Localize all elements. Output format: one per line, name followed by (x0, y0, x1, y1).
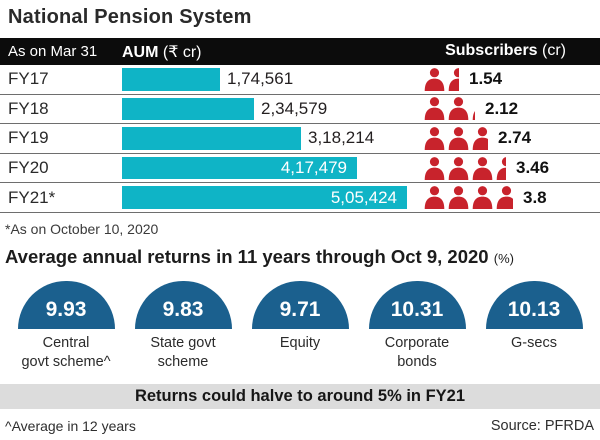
year-label: FY20 (8, 158, 49, 178)
year-label: FY19 (8, 128, 49, 148)
returns-item: 9.93 Central govt scheme^ (10, 281, 122, 372)
subscriber-count: 1.54 (469, 69, 503, 89)
aum-bar (122, 186, 407, 209)
person-partial-icon (472, 127, 488, 150)
aum-value: 4,17,479 (280, 158, 347, 178)
header-as-on-date: As on Mar 31 (8, 43, 98, 60)
warning-banner: Returns could halve to around 5% in FY21 (0, 384, 600, 409)
scheme-label: Central govt scheme^ (21, 335, 111, 370)
subscriber-icons: 3.8 (424, 183, 547, 212)
returns-domes: 9.93 Central govt scheme^ 9.83 State govt s… (0, 281, 600, 372)
aum-bar (122, 68, 220, 91)
person-icon (472, 186, 493, 210)
returns-item: 10.13 G-secs (478, 281, 590, 372)
table-row: FY18 2,34,579 2.12 (0, 95, 600, 125)
person-icon (424, 67, 445, 91)
person-icon (448, 97, 469, 121)
aum-bar (122, 156, 357, 180)
aum-bar (122, 97, 254, 121)
warning-banner-text: Returns could halve to around 5% in FY21 (134, 387, 466, 405)
subscriber-icons: 3.46 (424, 154, 549, 183)
table-row: FY17 1,74,561 1.54 (0, 65, 600, 95)
header-aum: AUM (₹ cr) (122, 44, 202, 61)
dome-shape: 10.13 (485, 281, 583, 329)
subscriber-count: 2.74 (498, 128, 532, 148)
year-label: FY21* (8, 187, 56, 207)
person-partial-icon (496, 186, 513, 210)
scheme-label: Corporate bonds (384, 335, 450, 370)
table-footnote: *As on October 10, 2020 (5, 221, 159, 237)
source-credit: Source: PFRDA (490, 418, 594, 434)
scheme-label: State govt scheme (150, 335, 216, 370)
aum-value: 2,34,579 (261, 98, 328, 118)
person-partial-icon (448, 67, 459, 91)
person-icon (424, 186, 445, 210)
footer: ^Average in 12 years Source: PFRDA (0, 416, 600, 438)
scheme-label: G-secs (511, 335, 557, 351)
person-icon (424, 97, 445, 121)
person-partial-icon (472, 97, 475, 121)
subscriber-icons: 2.74 (424, 124, 531, 153)
header-subscribers: Subscribers (cr) (445, 42, 566, 59)
subscriber-count: 3.8 (523, 187, 547, 207)
dome-shape: 9.93 (17, 281, 115, 329)
returns-item: 10.31 Corporate bonds (361, 281, 473, 372)
subscriber-count: 3.46 (516, 158, 550, 178)
percent-unit: (%) (493, 251, 514, 266)
return-value: 9.83 (162, 298, 204, 321)
aum-value: 3,18,214 (308, 128, 375, 148)
return-value: 10.13 (507, 298, 561, 321)
footnote-average: ^Average in 12 years (5, 418, 136, 434)
scheme-label: Equity (279, 335, 321, 351)
return-value: 9.93 (45, 298, 87, 321)
person-icon (448, 156, 469, 180)
dome-shape: 10.31 (368, 281, 466, 329)
person-icon (472, 156, 493, 180)
dome-shape: 9.71 (251, 281, 349, 329)
table-row: FY20 4,17,479 3.46 (0, 154, 600, 184)
returns-item: 9.83 State govt scheme (127, 281, 239, 372)
returns-heading: Average annual returns in 11 years throu… (5, 246, 514, 267)
aum-value: 1,74,561 (227, 69, 294, 89)
aum-value: 5,05,424 (330, 187, 397, 207)
person-icon (424, 127, 445, 150)
return-value: 10.31 (390, 298, 444, 321)
person-icon (424, 156, 445, 180)
year-label: FY18 (8, 98, 49, 118)
table-row: FY21* 5,05,424 3.8 (0, 183, 600, 213)
table-row: FY19 3,18,214 2.74 (0, 124, 600, 154)
dome-shape: 9.83 (134, 281, 232, 329)
aum-table-rows: FY17 1,74,561 1.54 FY18 2,34,579 2.12 FY19 3,18… (0, 65, 600, 213)
person-partial-icon (496, 156, 506, 180)
page-title: National Pension System (8, 6, 252, 28)
table-header: As on Mar 31 AUM (₹ cr) Subscribers (cr) (0, 38, 600, 65)
person-icon (448, 186, 469, 210)
year-label: FY17 (8, 69, 49, 89)
person-icon (448, 127, 469, 150)
return-value: 9.71 (279, 298, 321, 321)
subscriber-icons: 2.12 (424, 95, 518, 124)
aum-bar (122, 127, 301, 150)
returns-item: 9.71 Equity (244, 281, 356, 372)
subscriber-count: 2.12 (485, 98, 519, 118)
subscriber-icons: 1.54 (424, 65, 502, 94)
